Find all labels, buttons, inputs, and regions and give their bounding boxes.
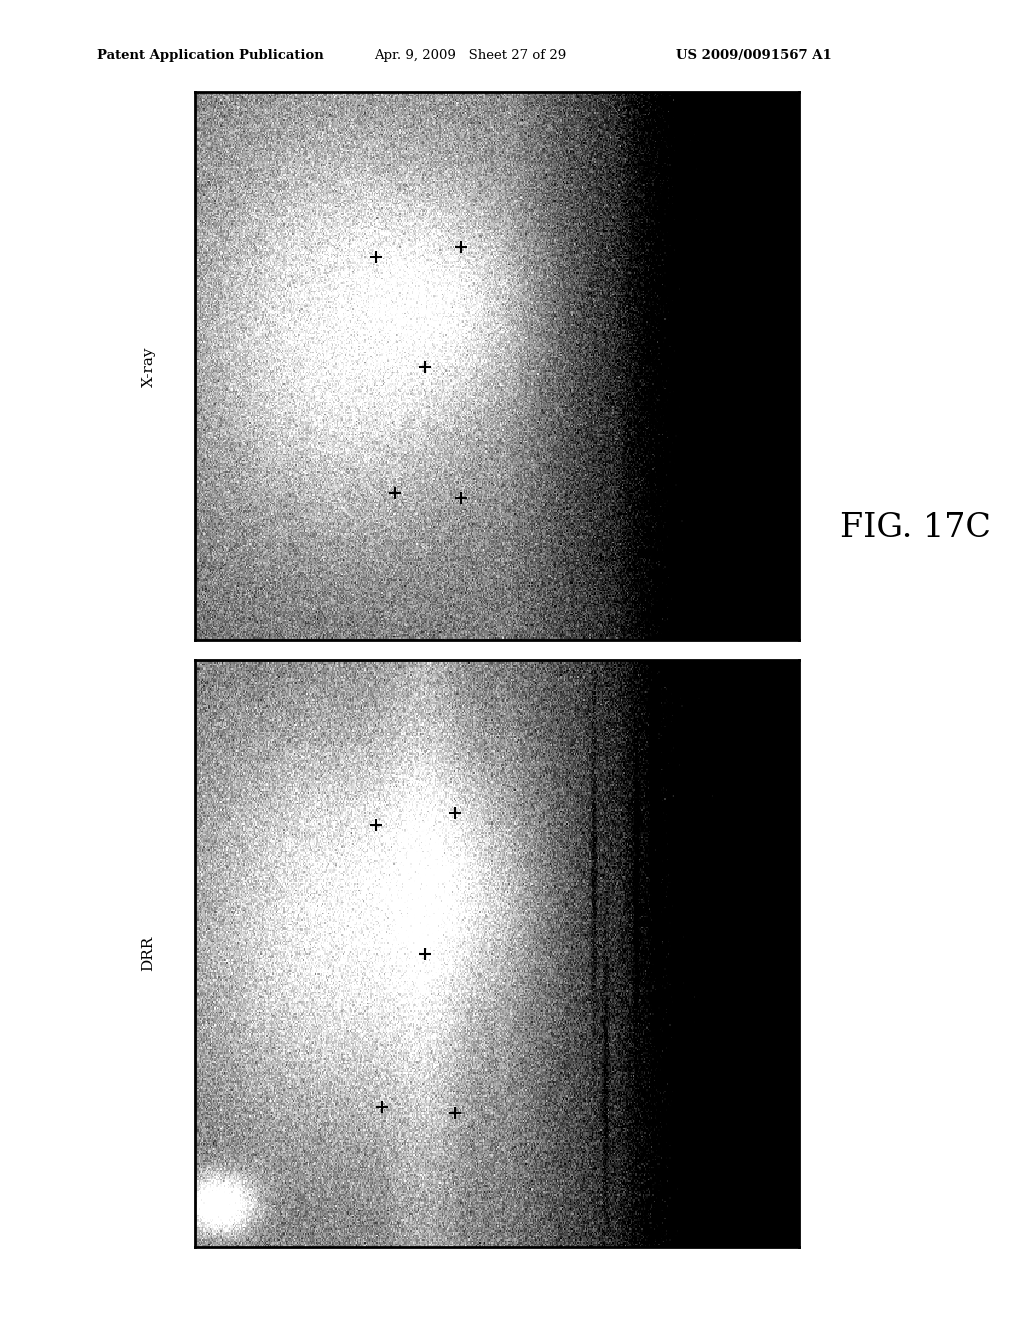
Text: US 2009/0091567 A1: US 2009/0091567 A1 xyxy=(676,49,831,62)
Text: FIG. 17C: FIG. 17C xyxy=(840,512,990,544)
Text: Patent Application Publication: Patent Application Publication xyxy=(97,49,324,62)
Text: DRR: DRR xyxy=(141,936,156,972)
Text: Apr. 9, 2009   Sheet 27 of 29: Apr. 9, 2009 Sheet 27 of 29 xyxy=(374,49,566,62)
Text: X-ray: X-ray xyxy=(141,346,156,387)
